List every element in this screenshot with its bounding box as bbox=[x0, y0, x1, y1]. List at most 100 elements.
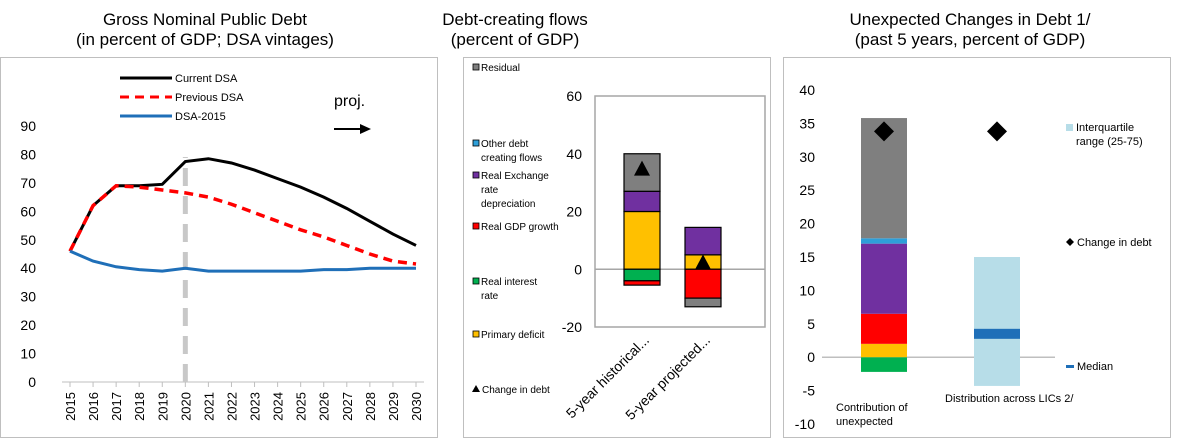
legend-swatch bbox=[472, 139, 480, 147]
contribution-bar-segment bbox=[861, 243, 907, 314]
y-tick-label: 30 bbox=[20, 289, 36, 305]
y-tick-label: 60 bbox=[566, 88, 582, 104]
legend-label: range (25-75) bbox=[1076, 136, 1143, 148]
legend-label: depreciation bbox=[481, 199, 535, 210]
contribution-bar-segment bbox=[861, 238, 907, 244]
y-tick-label: 0 bbox=[807, 349, 815, 365]
bar-segment-residual bbox=[684, 297, 722, 308]
bar-segment-real-gdp-growth bbox=[684, 268, 722, 299]
x-tick-label: 2030 bbox=[409, 392, 424, 421]
x-tick-label: 2028 bbox=[363, 392, 378, 421]
y-tick-label: -10 bbox=[795, 416, 815, 432]
contribution-bar-segment bbox=[861, 313, 907, 344]
middle-chart-frame bbox=[463, 57, 771, 438]
right-title-line1: Unexpected Changes in Debt 1/ bbox=[849, 10, 1091, 29]
median-marker bbox=[974, 328, 1020, 339]
series-line-dsa-2015 bbox=[69, 249, 416, 273]
left-chart-title: Gross Nominal Public Debt (in percent of… bbox=[20, 10, 390, 50]
x-category-label: Distribution across LICs 2/ bbox=[945, 393, 1074, 405]
x-category-label: Contribution of bbox=[836, 402, 908, 414]
legend-label: Real interest bbox=[481, 277, 537, 288]
legend-label: Current DSA bbox=[175, 73, 238, 85]
y-tick-label: 20 bbox=[566, 204, 582, 220]
right-chart-frame bbox=[783, 57, 1171, 438]
legend-label: Real GDP growth bbox=[481, 222, 559, 233]
y-tick-label: 50 bbox=[20, 232, 36, 248]
change-in-debt-marker bbox=[987, 121, 1007, 142]
legend-label: rate bbox=[481, 291, 499, 302]
legend-label: Primary deficit bbox=[481, 330, 545, 341]
right-chart-title: Unexpected Changes in Debt 1/ (past 5 ye… bbox=[780, 10, 1160, 50]
x-tick-label: 2029 bbox=[386, 392, 401, 421]
legend-label: Median bbox=[1077, 361, 1113, 373]
y-tick-label: 10 bbox=[799, 282, 815, 298]
bar-segment-real-gdp-growth bbox=[623, 280, 661, 286]
y-tick-label: 40 bbox=[20, 260, 36, 276]
left-title-line2: (in percent of GDP; DSA vintages) bbox=[76, 30, 334, 49]
x-tick-label: 2020 bbox=[178, 392, 193, 421]
projection-annotation: proj. bbox=[334, 93, 365, 110]
y-tick-label: 0 bbox=[28, 374, 36, 390]
x-tick-label: 2022 bbox=[224, 392, 239, 421]
x-category-label: unexpected bbox=[836, 416, 893, 428]
interquartile-range-bar bbox=[974, 257, 1020, 386]
change-in-debt-marker bbox=[695, 254, 711, 270]
y-tick-label: 60 bbox=[20, 203, 36, 219]
middle-chart-title: Debt-creating flows (percent of GDP) bbox=[405, 10, 625, 50]
y-tick-label: 15 bbox=[799, 249, 815, 265]
y-tick-label: 70 bbox=[20, 175, 36, 191]
x-tick-label: 2019 bbox=[155, 392, 170, 421]
legend-label: Previous DSA bbox=[175, 92, 244, 104]
legend-swatch bbox=[1066, 365, 1074, 368]
y-tick-label: 90 bbox=[20, 118, 36, 134]
x-tick-label: 2017 bbox=[109, 392, 124, 421]
legend-label: Real Exchange bbox=[481, 171, 549, 182]
middle-title-line2: (percent of GDP) bbox=[450, 30, 580, 49]
legend-triangle-swatch bbox=[472, 385, 480, 392]
y-tick-label: 40 bbox=[799, 82, 815, 98]
left-chart-frame bbox=[0, 57, 438, 438]
legend-swatch bbox=[1066, 238, 1074, 246]
plot-area-border bbox=[594, 95, 766, 328]
legend-label: Other debt bbox=[481, 139, 528, 150]
x-tick-label: 2021 bbox=[201, 392, 216, 421]
change-in-debt-marker bbox=[634, 160, 650, 176]
legend-label: Change in debt bbox=[482, 385, 550, 396]
legend-label: DSA-2015 bbox=[175, 111, 226, 123]
legend-swatch bbox=[472, 222, 480, 230]
bar-segment-primary-deficit bbox=[623, 210, 661, 270]
x-tick-label: 2025 bbox=[294, 392, 309, 421]
y-tick-label: -20 bbox=[562, 319, 582, 335]
contribution-bar-segment bbox=[861, 357, 907, 372]
contribution-bar-segment bbox=[861, 343, 907, 358]
y-tick-label: 20 bbox=[20, 317, 36, 333]
y-tick-label: 25 bbox=[799, 182, 815, 198]
legend-label: Change in debt bbox=[1077, 237, 1152, 249]
right-title-line2: (past 5 years, percent of GDP) bbox=[854, 30, 1086, 49]
y-tick-label: 35 bbox=[799, 115, 815, 131]
x-tick-label: 2024 bbox=[271, 392, 286, 421]
x-tick-label: 2027 bbox=[340, 392, 355, 421]
y-tick-label: 5 bbox=[807, 316, 815, 332]
x-tick-label: 2015 bbox=[63, 392, 78, 421]
change-in-debt-marker bbox=[874, 121, 894, 142]
series-line-previous-dsa bbox=[68, 183, 417, 266]
projection-arrow-head bbox=[360, 124, 371, 134]
legend-label: creating flows bbox=[481, 153, 542, 164]
legend-swatch bbox=[472, 277, 480, 285]
y-tick-label: 80 bbox=[20, 146, 36, 162]
middle-title-line1: Debt-creating flows bbox=[442, 10, 588, 29]
legend-label: Residual bbox=[481, 63, 520, 74]
y-tick-label: 20 bbox=[799, 216, 815, 232]
legend-swatch bbox=[472, 330, 480, 338]
legend-label: Interquartile bbox=[1076, 122, 1134, 134]
legend-label: rate bbox=[481, 185, 499, 196]
y-tick-label: 0 bbox=[574, 261, 582, 277]
y-tick-label: 40 bbox=[566, 146, 582, 162]
legend-swatch bbox=[472, 63, 480, 71]
legend-swatch bbox=[472, 171, 480, 179]
x-tick-label: 2026 bbox=[317, 392, 332, 421]
